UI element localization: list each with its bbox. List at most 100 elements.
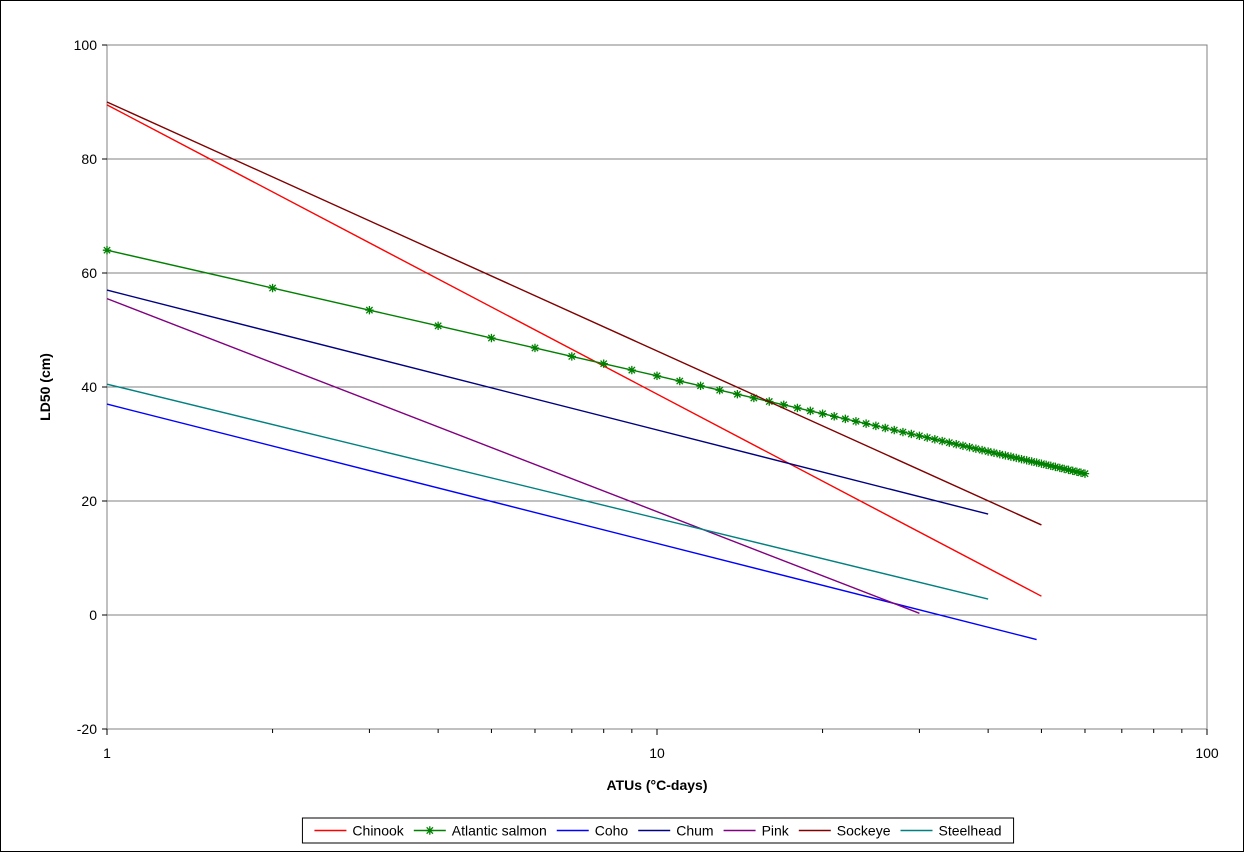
series-line-atlantic-salmon [106, 249, 1086, 475]
data-point [1060, 464, 1069, 474]
data-point [1017, 454, 1026, 464]
data-point [1080, 469, 1090, 478]
legend-label: Sockeye [837, 823, 891, 839]
data-point [1012, 453, 1021, 463]
data-point [806, 406, 815, 416]
data-point [1022, 456, 1031, 465]
y-tick-label: 40 [81, 379, 97, 395]
data-point [890, 425, 899, 435]
y-tick-label: 60 [81, 265, 97, 281]
data-point [102, 246, 112, 255]
series-chum [106, 289, 989, 515]
data-point [965, 443, 974, 452]
data-point [907, 429, 916, 439]
data-point [1032, 458, 1041, 467]
legend-item-chinook: Chinook [314, 823, 405, 839]
data-point [937, 436, 947, 446]
data-point [989, 448, 999, 458]
legend-item-chum: Chum [638, 823, 714, 839]
data-point [1041, 460, 1051, 469]
data-point [1064, 465, 1073, 475]
data-point [841, 414, 850, 424]
y-tick-label: 100 [74, 37, 98, 53]
data-point [1027, 457, 1036, 466]
series-line-sockeye [106, 101, 1042, 526]
data-point [733, 390, 742, 399]
series-line-pink [106, 297, 920, 614]
data-point [793, 403, 802, 413]
series-coho [106, 403, 1037, 641]
legend-item-sockeye: Sockeye [798, 823, 891, 839]
data-point [915, 431, 924, 441]
data-point [945, 438, 954, 447]
data-point [627, 365, 637, 375]
data-point [930, 435, 940, 444]
series-chinook [106, 104, 1042, 597]
data-point [952, 440, 961, 449]
data-point [675, 376, 684, 386]
y-tick-label: 80 [81, 151, 97, 167]
legend-marker [425, 826, 435, 835]
data-point [715, 385, 724, 395]
data-point [1001, 451, 1010, 460]
y-tick-label: 20 [81, 493, 97, 509]
legend-label: Atlantic salmon [452, 823, 547, 839]
legend-label: Pink [762, 823, 790, 839]
gridlines [107, 158, 1207, 616]
data-point [599, 359, 608, 368]
data-point [530, 343, 540, 353]
x-tick-label: 1 [103, 745, 111, 761]
data-point [851, 417, 861, 426]
y-tick-label: 0 [89, 607, 97, 623]
data-point [1068, 466, 1077, 476]
series-line-steelhead [106, 383, 989, 600]
data-point [1051, 462, 1060, 472]
legend-label: Coho [595, 823, 629, 839]
data-point [487, 333, 496, 343]
data-point [1006, 452, 1016, 461]
legend-item-pink: Pink [723, 823, 790, 839]
data-point [749, 393, 759, 403]
series-steelhead [106, 383, 989, 600]
y-axis-title: LD50 (cm) [37, 353, 53, 421]
data-point [995, 449, 1004, 459]
data-point [1072, 467, 1082, 476]
data-point [1076, 468, 1086, 477]
data-point [861, 419, 871, 428]
x-tick-label: 10 [649, 745, 665, 761]
legend-label: Chum [676, 823, 713, 839]
x-tick-label: 100 [1195, 745, 1219, 761]
data-point [818, 409, 827, 418]
data-point [779, 400, 788, 410]
data-point [652, 371, 662, 381]
data-point [881, 423, 890, 433]
data-point [1037, 459, 1046, 468]
series-group [102, 101, 1090, 641]
legend-item-atlantic-salmon: Atlantic salmon [413, 823, 547, 839]
legend-item-steelhead: Steelhead [900, 823, 1002, 839]
data-point [923, 433, 932, 442]
data-point [830, 412, 839, 421]
data-point [983, 447, 993, 456]
data-point [268, 283, 277, 293]
series-atlantic-salmon [102, 246, 1090, 478]
axes: -20 0 20 40 60 80 100 1 10 100 [74, 37, 1219, 761]
legend: Chinook Atlantic salmon Coho Chum Pink Sockey… [301, 817, 1015, 844]
data-point [365, 305, 374, 315]
y-tick-label: -20 [77, 721, 97, 737]
series-line-coho [106, 403, 1037, 641]
legend-label: Steelhead [939, 823, 1002, 839]
data-point [1055, 463, 1065, 473]
legend-item-coho: Coho [556, 823, 629, 839]
data-point [1046, 461, 1055, 471]
data-point [696, 381, 705, 391]
series-line-chum [106, 289, 989, 515]
series-sockeye [106, 101, 1042, 526]
legend-label: Chinook [352, 823, 404, 839]
data-point [977, 445, 987, 455]
series-line-chinook [106, 104, 1042, 597]
series-pink [106, 297, 920, 614]
data-point [871, 421, 881, 431]
